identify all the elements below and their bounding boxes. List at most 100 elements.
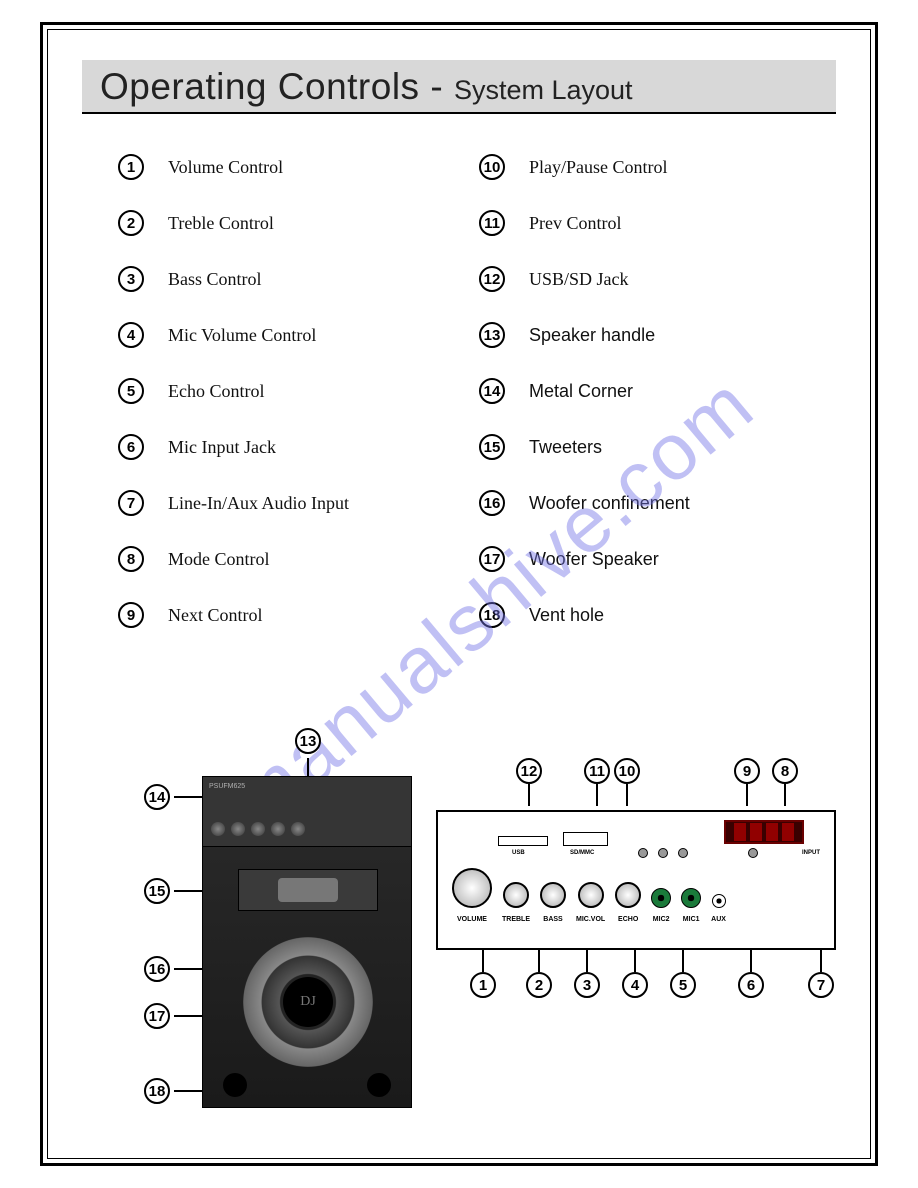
outer-frame: Operating Controls - System Layout 1Volu… xyxy=(40,22,878,1166)
legend-col-right: 10Play/Pause Control 11Prev Control 12US… xyxy=(479,154,800,658)
legend-num: 14 xyxy=(479,378,505,404)
callout-line xyxy=(634,950,636,972)
knob-row: VOLUMETREBLEBASSMIC.VOLECHOMIC2MIC1AUX xyxy=(452,868,820,923)
sd-label: SD/MMC xyxy=(570,850,594,856)
usb-slot-icon xyxy=(498,836,548,846)
legend-num: 11 xyxy=(479,210,505,236)
callout-13: 13 xyxy=(295,728,321,778)
panel-callout: 10 xyxy=(614,758,640,806)
legend-label: Vent hole xyxy=(529,605,604,626)
panel-callout: 4 xyxy=(622,950,648,998)
jack-ring-icon xyxy=(681,888,701,908)
woofer-center: DJ xyxy=(283,977,333,1027)
speaker-control-panel: PSUFM625 xyxy=(203,777,411,847)
legend-item: 13 Speaker handle xyxy=(479,322,800,348)
led-segment-icon xyxy=(766,823,778,841)
callout-line xyxy=(784,784,786,806)
legend-label: Speaker handle xyxy=(529,325,655,346)
panel-knob: ECHO xyxy=(615,882,641,923)
legend-item: 17Woofer Speaker xyxy=(479,546,800,572)
led-segment-icon xyxy=(750,823,762,841)
legend-num: 9 xyxy=(118,602,144,628)
callout-num: 16 xyxy=(144,956,170,982)
callout-line xyxy=(746,784,748,806)
callout-num: 9 xyxy=(734,758,760,784)
callout-num: 15 xyxy=(144,878,170,904)
legend-num: 6 xyxy=(118,434,144,460)
prev-button-icon xyxy=(638,848,648,858)
callout-line xyxy=(750,950,752,972)
callout-line xyxy=(174,968,204,970)
callout-line xyxy=(307,758,309,778)
mini-knob-icon xyxy=(271,822,285,836)
legend-label: Next Control xyxy=(168,605,263,626)
legend-num: 18 xyxy=(479,602,505,628)
jack-ring-icon xyxy=(712,894,726,908)
callout-17: 17 xyxy=(144,1003,204,1029)
callout-num: 18 xyxy=(144,1078,170,1104)
legend-label: Treble Control xyxy=(168,213,274,234)
legend-col-left: 1Volume Control 2Treble Control 3Bass Co… xyxy=(118,154,439,658)
led-segment-icon xyxy=(734,823,746,841)
mode-button-icon xyxy=(748,848,758,858)
jack-label: MIC2 xyxy=(653,916,670,923)
panel-knob: BASS xyxy=(540,882,566,923)
panel-callout: 1 xyxy=(470,950,496,998)
panel-callout: 8 xyxy=(772,758,798,806)
play-button-icon xyxy=(658,848,668,858)
tweeter-plate xyxy=(238,869,378,911)
knob-label: ECHO xyxy=(618,916,638,923)
knob-dial-icon xyxy=(503,882,529,908)
legend-num: 3 xyxy=(118,266,144,292)
legend-num: 7 xyxy=(118,490,144,516)
callout-num: 4 xyxy=(622,972,648,998)
panel-jack: MIC1 xyxy=(681,888,701,923)
callout-num: 8 xyxy=(772,758,798,784)
panel-bottom-callouts: 1234567 xyxy=(436,950,836,1002)
callout-line xyxy=(174,1090,204,1092)
woofer: DJ xyxy=(243,937,373,1067)
legend-item: 10Play/Pause Control xyxy=(479,154,800,180)
callout-18: 18 xyxy=(144,1078,204,1104)
legend-num: 2 xyxy=(118,210,144,236)
legend-label: Mode Control xyxy=(168,549,270,570)
callout-line xyxy=(682,950,684,972)
transport-buttons xyxy=(638,848,758,858)
panel-callout: 7 xyxy=(808,950,834,998)
knob-dial-icon xyxy=(540,882,566,908)
callout-num: 3 xyxy=(574,972,600,998)
title-bar: Operating Controls - System Layout xyxy=(82,60,836,114)
legend-num: 1 xyxy=(118,154,144,180)
legend-item: 4Mic Volume Control xyxy=(118,322,439,348)
inner-frame: Operating Controls - System Layout 1Volu… xyxy=(47,29,871,1159)
legend-item: 1Volume Control xyxy=(118,154,439,180)
legend-item: 16Woofer confinement xyxy=(479,490,800,516)
led-segment-icon xyxy=(782,823,794,841)
legend-num: 8 xyxy=(118,546,144,572)
legend-item: 14 Metal Corner xyxy=(479,378,800,404)
callout-num: 10 xyxy=(614,758,640,784)
mini-knob-icon xyxy=(251,822,265,836)
legend: 1Volume Control 2Treble Control 3Bass Co… xyxy=(82,154,836,658)
panel-callout: 11 xyxy=(584,758,610,806)
legend-item: 9 Next Control xyxy=(118,602,439,628)
mini-knob-icon xyxy=(211,822,225,836)
callout-line xyxy=(626,784,628,806)
legend-label: Tweeters xyxy=(529,437,602,458)
knob-dial-icon xyxy=(578,882,604,908)
legend-item: 7Line-In/Aux Audio Input xyxy=(118,490,439,516)
legend-num: 16 xyxy=(479,490,505,516)
legend-label: Metal Corner xyxy=(529,381,633,402)
panel-callout: 3 xyxy=(574,950,600,998)
callout-15: 15 xyxy=(144,878,204,904)
legend-num: 17 xyxy=(479,546,505,572)
legend-item: 6 Mic Input Jack xyxy=(118,434,439,460)
knob-dial-icon xyxy=(452,868,492,908)
legend-item: 5Echo Control xyxy=(118,378,439,404)
vent-hole-icon xyxy=(223,1073,247,1097)
knob-label: BASS xyxy=(543,916,562,923)
led-display xyxy=(724,820,804,844)
legend-label: Mic Input Jack xyxy=(168,437,276,458)
legend-num: 13 xyxy=(479,322,505,348)
mini-knob-icon xyxy=(291,822,305,836)
